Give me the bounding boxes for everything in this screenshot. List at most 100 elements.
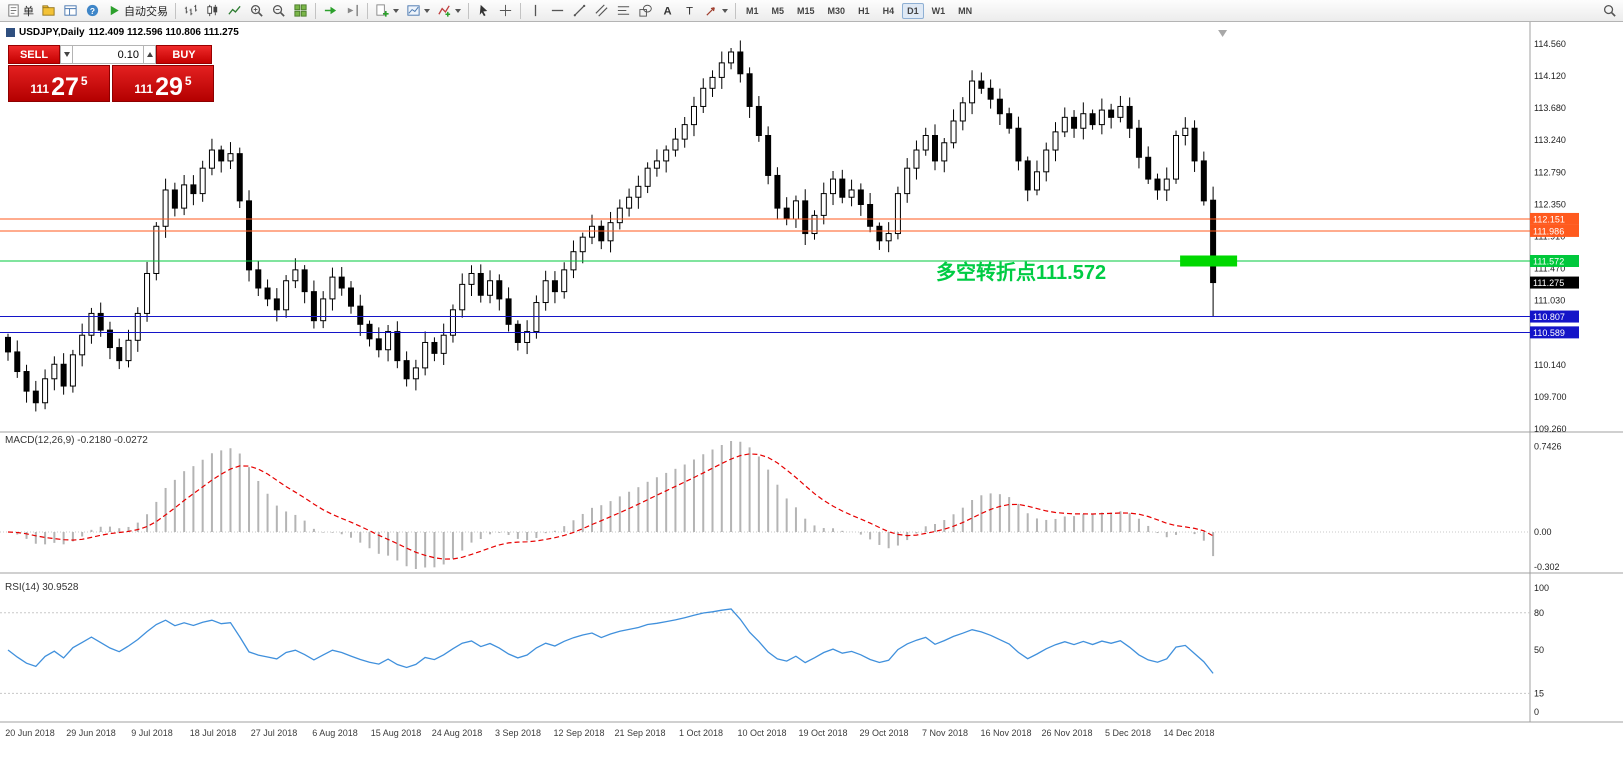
svg-text:113.240: 113.240: [1534, 135, 1566, 145]
svg-text:110.807: 110.807: [1533, 312, 1565, 322]
buy-price-big: 29: [155, 72, 183, 101]
svg-text:10 Oct 2018: 10 Oct 2018: [737, 728, 786, 738]
svg-text:29 Jun 2018: 29 Jun 2018: [66, 728, 116, 738]
date-axis: 20 Jun 2018 29 Jun 2018 9 Jul 2018 18 Jul 2…: [5, 728, 1214, 738]
auto-scroll-icon[interactable]: [320, 1, 341, 20]
toolbar: 单? 自动交易 A T M1 M5 M15 M30 H1 H4 D1 W1 MN: [0, 0, 1623, 22]
buy-price-sup: 5: [184, 74, 192, 88]
text-label-icon[interactable]: T: [679, 1, 700, 20]
svg-text:6 Aug 2018: 6 Aug 2018: [312, 728, 358, 738]
profiles-icon[interactable]: [38, 1, 59, 20]
svg-text:109.700: 109.700: [1534, 392, 1567, 402]
cursor-icon[interactable]: [473, 1, 494, 20]
buy-price-button[interactable]: 111 29 5: [112, 65, 214, 102]
horizontal-levels: 112.151 111.986 111.572 111.275 110.807 110.5…: [0, 212, 1579, 339]
bar-chart-icon[interactable]: [180, 1, 201, 20]
triangle-up-icon: [146, 52, 153, 57]
chart-header: USDJPY,Daily 112.409 112.596 110.806 111…: [6, 27, 239, 38]
horizontal-line-icon[interactable]: [547, 1, 568, 20]
vertical-line-icon[interactable]: [525, 1, 546, 20]
timeframe-m1-button[interactable]: M1: [741, 3, 764, 19]
zoom-in-icon[interactable]: [246, 1, 267, 20]
line-chart-icon[interactable]: [224, 1, 245, 20]
macd-indicator-label: MACD(12,26,9) -0.2180 -0.0272: [5, 435, 148, 446]
svg-text:5 Dec 2018: 5 Dec 2018: [1105, 728, 1151, 738]
fibonacci-icon[interactable]: [613, 1, 634, 20]
sell-button[interactable]: SELL: [8, 45, 60, 64]
svg-text:114.560: 114.560: [1534, 39, 1566, 49]
svg-text:20 Jun 2018: 20 Jun 2018: [5, 728, 55, 738]
svg-text:111.986: 111.986: [1533, 226, 1564, 236]
volume-input[interactable]: [73, 45, 143, 64]
arrow-tools-icon[interactable]: [701, 1, 731, 20]
toolbar-separator: [735, 2, 736, 19]
chart-canvas[interactable]: 114.560 114.120 113.680 113.240 112.790 112.3…: [0, 22, 1623, 764]
svg-text:29 Oct 2018: 29 Oct 2018: [859, 728, 908, 738]
new-chart-icon[interactable]: [372, 1, 402, 20]
svg-text:0: 0: [1534, 707, 1539, 717]
chart-shift-icon[interactable]: [342, 1, 363, 20]
rsi-indicator-label: RSI(14) 30.9528: [5, 582, 79, 593]
buy-button[interactable]: BUY: [156, 45, 212, 64]
chart-area: 114.560 114.120 113.680 113.240 112.790 112.3…: [0, 22, 1623, 764]
svg-text:100: 100: [1534, 583, 1549, 593]
rsi-pane: 100 80 50 15 0: [0, 583, 1549, 717]
svg-text:109.260: 109.260: [1534, 424, 1567, 434]
svg-text:80: 80: [1534, 608, 1544, 618]
channel-icon[interactable]: [591, 1, 612, 20]
svg-text:110.140: 110.140: [1534, 360, 1566, 370]
svg-text:0.7426: 0.7426: [1534, 441, 1562, 451]
chart-symbol-period: USDJPY,Daily: [19, 27, 85, 38]
macd-pane: 0.7426 0.00 -0.302: [0, 441, 1562, 572]
svg-text:16 Nov 2018: 16 Nov 2018: [980, 728, 1031, 738]
svg-text:19 Oct 2018: 19 Oct 2018: [798, 728, 847, 738]
svg-text:14 Dec 2018: 14 Dec 2018: [1163, 728, 1214, 738]
sell-price-button[interactable]: 111 27 5: [8, 65, 110, 102]
svg-text:27 Jul 2018: 27 Jul 2018: [251, 728, 298, 738]
svg-text:0.00: 0.00: [1534, 527, 1552, 537]
candlestick-chart-icon[interactable]: [202, 1, 223, 20]
timeframe-m15-button[interactable]: M15: [792, 3, 820, 19]
svg-text:50: 50: [1534, 645, 1544, 655]
shapes-icon[interactable]: [635, 1, 656, 20]
svg-text:7 Nov 2018: 7 Nov 2018: [922, 728, 968, 738]
new-order-button[interactable]: 单: [3, 1, 37, 20]
svg-text:111.275: 111.275: [1533, 278, 1564, 288]
timeframe-h4-button[interactable]: H4: [878, 3, 900, 19]
timeframe-h1-button[interactable]: H1: [853, 3, 875, 19]
turning-point-annotation: 多空转折点111.572: [936, 262, 1107, 284]
toolbar-separator: [468, 2, 469, 19]
trendline-icon[interactable]: [569, 1, 590, 20]
volume-increase-button[interactable]: [143, 45, 156, 64]
svg-text:15 Aug 2018: 15 Aug 2018: [371, 728, 422, 738]
timeframe-w1-button[interactable]: W1: [927, 3, 951, 19]
one-click-trading-panel: SELL BUY 111 27 5 111 29 5: [8, 45, 214, 102]
text-icon[interactable]: A: [657, 1, 678, 20]
timeframe-m5-button[interactable]: M5: [767, 3, 790, 19]
svg-text:112.350: 112.350: [1534, 199, 1566, 209]
zoom-out-icon[interactable]: [268, 1, 289, 20]
crosshair-icon[interactable]: [495, 1, 516, 20]
help-icon[interactable]: ?: [82, 1, 103, 20]
timeframe-mn-button[interactable]: MN: [953, 3, 977, 19]
terminal-icon[interactable]: [60, 1, 81, 20]
svg-text:111.030: 111.030: [1534, 295, 1565, 305]
chart-symbol-icon: [6, 28, 15, 37]
toolbar-separator: [315, 2, 316, 19]
svg-text:111.470: 111.470: [1534, 263, 1565, 273]
indicators-icon[interactable]: [434, 1, 464, 20]
search-icon[interactable]: [1599, 1, 1620, 20]
svg-text:112.790: 112.790: [1534, 168, 1566, 178]
svg-text:111.572: 111.572: [1533, 256, 1564, 266]
templates-icon[interactable]: [403, 1, 433, 20]
tile-windows-icon[interactable]: [290, 1, 311, 20]
timeframe-d1-button[interactable]: D1: [902, 2, 924, 19]
svg-text:A: A: [663, 6, 671, 18]
volume-decrease-button[interactable]: [60, 45, 73, 64]
svg-text:21 Sep 2018: 21 Sep 2018: [614, 728, 665, 738]
timeframe-m30-button[interactable]: M30: [823, 3, 851, 19]
svg-text:110.589: 110.589: [1533, 328, 1565, 338]
svg-text:15: 15: [1534, 688, 1544, 698]
autotrading-button[interactable]: 自动交易: [104, 1, 171, 20]
